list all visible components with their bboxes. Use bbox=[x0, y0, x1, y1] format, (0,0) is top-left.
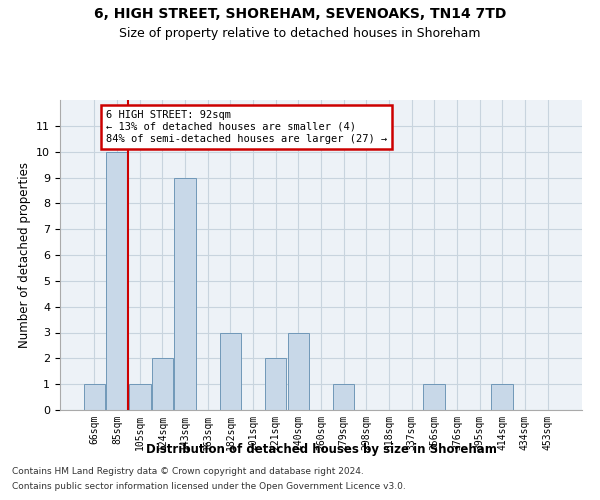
Text: Contains HM Land Registry data © Crown copyright and database right 2024.: Contains HM Land Registry data © Crown c… bbox=[12, 467, 364, 476]
Text: Size of property relative to detached houses in Shoreham: Size of property relative to detached ho… bbox=[119, 28, 481, 40]
Bar bbox=[175, 178, 196, 410]
Y-axis label: Number of detached properties: Number of detached properties bbox=[18, 162, 31, 348]
Bar bbox=[152, 358, 173, 410]
Bar bbox=[129, 384, 151, 410]
Bar bbox=[287, 332, 309, 410]
Bar bbox=[106, 152, 128, 410]
Text: 6, HIGH STREET, SHOREHAM, SEVENOAKS, TN14 7TD: 6, HIGH STREET, SHOREHAM, SEVENOAKS, TN1… bbox=[94, 8, 506, 22]
Bar bbox=[265, 358, 286, 410]
Text: 6 HIGH STREET: 92sqm
← 13% of detached houses are smaller (4)
84% of semi-detach: 6 HIGH STREET: 92sqm ← 13% of detached h… bbox=[106, 110, 387, 144]
Bar bbox=[491, 384, 513, 410]
Bar bbox=[333, 384, 355, 410]
Text: Distribution of detached houses by size in Shoreham: Distribution of detached houses by size … bbox=[146, 442, 496, 456]
Text: Contains public sector information licensed under the Open Government Licence v3: Contains public sector information licen… bbox=[12, 482, 406, 491]
Bar bbox=[424, 384, 445, 410]
Bar bbox=[220, 332, 241, 410]
Bar bbox=[84, 384, 105, 410]
